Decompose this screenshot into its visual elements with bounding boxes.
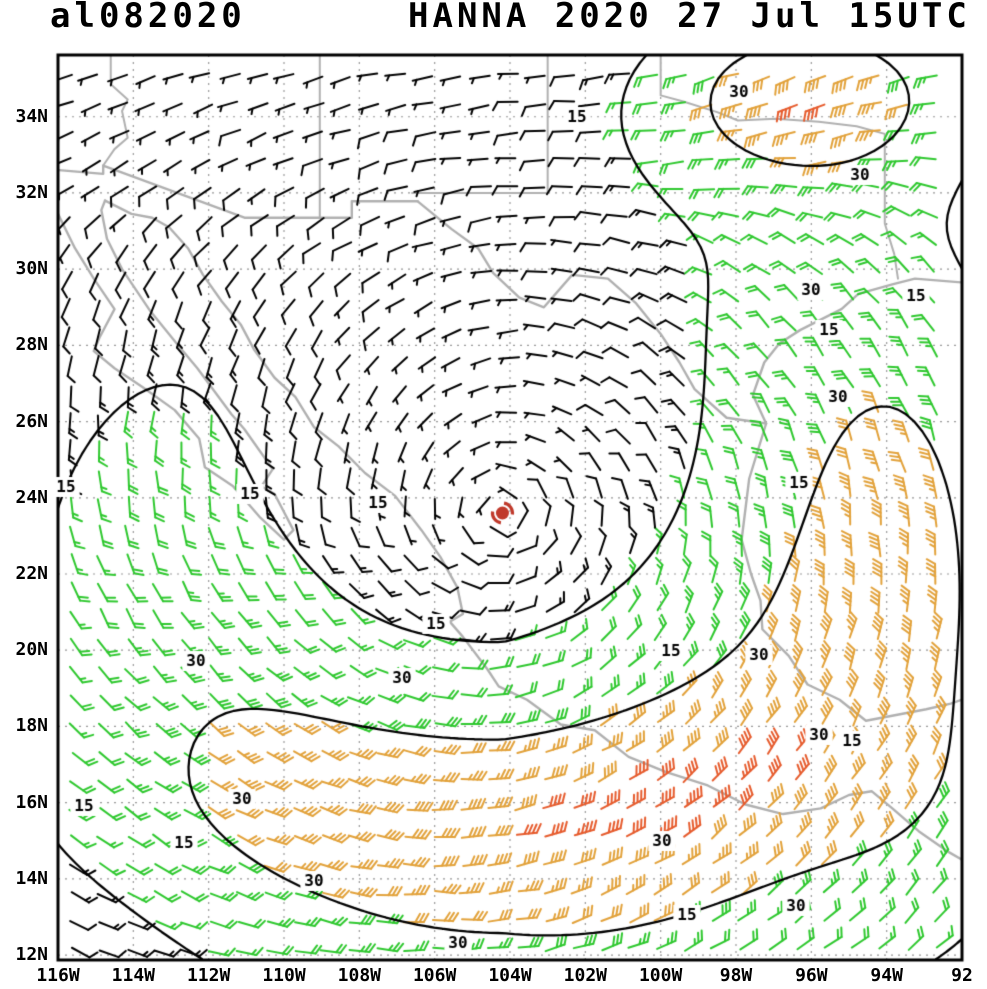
lat-tick-label: 16N [15, 791, 48, 813]
lon-tick-label: 112W [186, 965, 231, 986]
storm-id-label: al082020 [50, 0, 246, 36]
lat-tick-label: 14N [15, 867, 48, 889]
lat-tick-label: 32N [15, 181, 48, 203]
lon-tick-label: 98W [719, 965, 753, 986]
lat-tick-label: 34N [15, 105, 48, 127]
lat-tick-label: 28N [15, 334, 48, 356]
lon-tick-label: 114W [111, 965, 155, 986]
lon-tick-label: 92 [951, 965, 973, 986]
lat-tick-label: 24N [15, 486, 48, 508]
lon-tick-label: 100W [638, 965, 683, 986]
lon-tick-label: 108W [337, 965, 381, 986]
lon-tick-label: 94W [870, 965, 903, 986]
lat-tick-label: 22N [15, 562, 48, 584]
lat-tick-label: 20N [15, 639, 48, 661]
lat-tick-label: 30N [15, 258, 48, 280]
lon-tick-label: 104W [488, 965, 532, 986]
lon-tick-label: 102W [563, 965, 607, 986]
lat-tick-label: 12N [15, 944, 48, 966]
lon-tick-label: 116W [36, 965, 80, 986]
lat-tick-label: 18N [15, 715, 48, 737]
lon-tick-label: 96W [795, 965, 828, 986]
lat-tick-label: 26N [15, 410, 48, 432]
lon-tick-label: 110W [262, 965, 306, 986]
map-title-label: HANNA 2020 27 Jul 15UTC [408, 0, 971, 36]
lon-tick-label: 106W [412, 965, 457, 986]
